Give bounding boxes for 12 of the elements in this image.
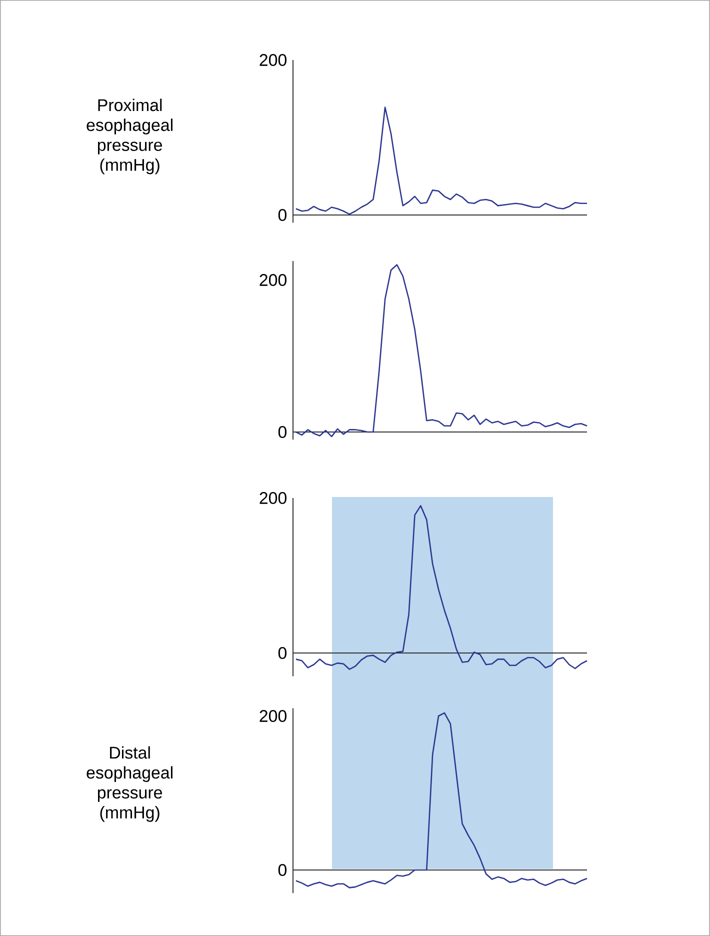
y-tick-label: 200 bbox=[260, 54, 286, 66]
y-tick-label: 200 bbox=[260, 710, 286, 722]
y-axis-title: Proximal esophageal pressure (mmHg) bbox=[86, 98, 172, 174]
y-tick-label: 0 bbox=[278, 208, 286, 221]
y-tick-label: 0 bbox=[278, 426, 286, 438]
y-tick-label: 0 bbox=[278, 864, 286, 876]
y-tick-label: 200 bbox=[260, 274, 286, 286]
line-series bbox=[295, 505, 588, 670]
y-tick-label: 200 bbox=[260, 492, 286, 504]
y-tick-label: 0 bbox=[278, 646, 286, 659]
y-axis-title: Distal esophageal pressure (mmHg) bbox=[86, 746, 172, 822]
line-series bbox=[295, 264, 588, 438]
